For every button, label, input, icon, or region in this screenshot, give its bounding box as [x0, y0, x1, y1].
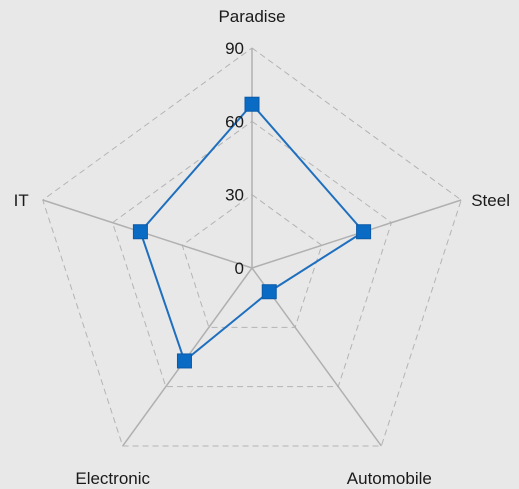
category-label-automobile: Automobile	[347, 469, 432, 488]
category-label-it: IT	[14, 191, 29, 210]
series-line-0	[139, 102, 366, 363]
data-point-1	[356, 224, 372, 240]
radar-markers	[132, 96, 372, 369]
data-point-3	[176, 353, 192, 369]
data-point-2	[261, 284, 277, 300]
grid-ring-3	[42, 47, 462, 447]
radar-series	[139, 102, 366, 363]
tick-label-3: 90	[225, 39, 244, 58]
category-label-electronic: Electronic	[75, 469, 150, 488]
tick-label-1: 30	[225, 186, 244, 205]
tick-label-2: 60	[225, 112, 244, 131]
category-labels: Paradise Steel Automobile Electronic IT	[14, 7, 510, 488]
radar-grid	[42, 47, 462, 447]
category-label-paradise: Paradise	[218, 7, 285, 26]
grid-ring-1	[181, 194, 323, 328]
data-point-4	[132, 224, 148, 240]
data-point-0	[244, 96, 260, 112]
category-label-steel: Steel	[471, 191, 510, 210]
radial-tick-labels: 0 30 60 90	[225, 39, 244, 278]
grid-ring-2	[111, 120, 393, 388]
tick-label-0: 0	[235, 259, 244, 278]
